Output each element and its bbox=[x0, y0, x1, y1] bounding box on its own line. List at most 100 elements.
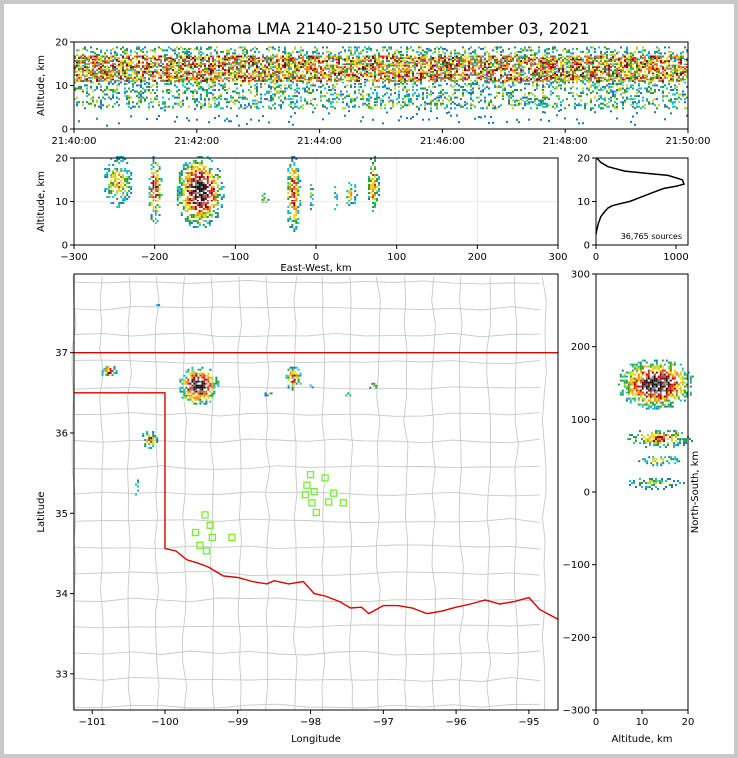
time-height-pixel bbox=[114, 81, 116, 84]
time-height-pixel bbox=[82, 79, 84, 82]
time-height-pixel bbox=[212, 84, 214, 87]
time-height-pixel bbox=[584, 72, 586, 75]
time-height-pixel bbox=[296, 79, 298, 82]
time-height-pixel bbox=[544, 78, 546, 81]
time-height-pixel bbox=[204, 73, 206, 76]
time-height-pixel bbox=[126, 61, 128, 64]
time-height-pixel bbox=[342, 78, 344, 81]
time-height-pixel bbox=[224, 63, 226, 66]
time-height-pixel bbox=[222, 72, 224, 75]
time-height-pixel bbox=[224, 89, 226, 91]
time-height-pixel bbox=[196, 58, 198, 61]
time-height-pixel bbox=[476, 82, 478, 85]
time-height-pixel bbox=[586, 61, 588, 64]
time-height-pixel bbox=[108, 61, 110, 64]
time-height-pixel bbox=[226, 63, 228, 66]
time-height-pixel bbox=[392, 102, 394, 105]
time-height-pixel bbox=[430, 75, 432, 78]
time-height-pixel bbox=[464, 60, 466, 63]
time-height-pixel bbox=[438, 58, 440, 61]
time-height-pixel bbox=[220, 58, 222, 61]
time-height-pixel bbox=[572, 57, 574, 59]
time-height-pixel bbox=[432, 99, 434, 102]
time-height-pixel bbox=[118, 122, 120, 125]
time-height-pixel bbox=[520, 102, 522, 105]
time-height-pixel bbox=[394, 72, 396, 75]
time-height-pixel bbox=[416, 63, 418, 66]
time-height-pixel bbox=[504, 73, 506, 76]
time-height-pixel bbox=[526, 55, 528, 58]
time-height-pixel bbox=[538, 50, 540, 53]
time-height-pixel bbox=[176, 72, 178, 75]
time-height-pixel bbox=[300, 72, 302, 75]
time-height-pixel bbox=[578, 55, 580, 58]
time-height-pixel bbox=[258, 67, 260, 70]
time-height-pixel bbox=[256, 70, 258, 73]
time-height-pixel bbox=[124, 67, 126, 70]
time-height-pixel bbox=[94, 89, 96, 91]
time-height-pixel bbox=[332, 84, 334, 87]
time-height-pixel bbox=[512, 69, 514, 72]
time-height-pixel bbox=[422, 49, 424, 52]
time-height-pixel bbox=[240, 60, 242, 63]
time-height-pixel bbox=[498, 46, 500, 49]
time-height-pixel bbox=[520, 81, 522, 84]
time-height-pixel bbox=[362, 63, 364, 66]
time-height-pixel bbox=[476, 58, 478, 61]
time-height-pixel bbox=[514, 70, 516, 73]
time-height-pixel bbox=[266, 58, 268, 61]
time-height-pixel bbox=[228, 66, 230, 69]
time-height-pixel bbox=[518, 61, 520, 64]
time-height-pixel bbox=[352, 60, 354, 63]
time-height-pixel bbox=[432, 75, 434, 78]
time-height-pixel bbox=[484, 96, 486, 99]
time-height-pixel bbox=[418, 107, 420, 110]
time-height-pixel bbox=[176, 54, 178, 56]
time-height-pixel bbox=[308, 69, 310, 72]
time-height-pixel bbox=[584, 78, 586, 81]
time-height-pixel bbox=[210, 72, 212, 75]
time-height-pixel bbox=[80, 76, 82, 79]
time-height-pixel bbox=[588, 79, 590, 82]
time-height-pixel bbox=[180, 78, 182, 81]
time-height-pixel bbox=[462, 72, 464, 75]
time-height-pixel bbox=[346, 95, 348, 98]
time-height-pixel bbox=[530, 101, 532, 104]
time-height-pixel bbox=[580, 95, 582, 98]
time-height-pixel bbox=[312, 70, 314, 73]
time-height-pixel bbox=[520, 63, 522, 66]
time-height-pixel bbox=[228, 69, 230, 72]
time-height-pixel bbox=[548, 63, 550, 66]
time-height-pixel bbox=[212, 60, 214, 63]
time-height-pixel bbox=[280, 90, 282, 93]
time-height-pixel bbox=[308, 70, 310, 73]
time-height-pixel bbox=[584, 107, 586, 110]
time-height-pixel bbox=[350, 67, 352, 70]
time-height-pixel bbox=[94, 70, 96, 73]
time-height-pixel bbox=[436, 66, 438, 69]
time-height-pixel bbox=[532, 67, 534, 70]
time-height-pixel bbox=[544, 98, 546, 101]
time-height-pixel bbox=[214, 117, 216, 119]
time-height-pixel bbox=[156, 82, 158, 85]
time-height-pixel bbox=[332, 60, 334, 63]
time-height-pixel bbox=[120, 54, 122, 56]
time-height-pixel bbox=[464, 82, 466, 85]
time-height-pixel bbox=[332, 101, 334, 104]
time-height-pixel bbox=[160, 57, 162, 59]
time-height-pixel bbox=[416, 57, 418, 59]
time-height-pixel bbox=[114, 69, 116, 72]
time-height-pixel bbox=[212, 81, 214, 84]
time-height-pixel bbox=[394, 67, 396, 70]
time-height-pixel bbox=[522, 57, 524, 59]
time-height-pixel bbox=[156, 89, 158, 91]
time-height-pixel bbox=[234, 58, 236, 61]
time-height-pixel bbox=[232, 79, 234, 82]
time-height-pixel bbox=[378, 96, 380, 99]
time-height-pixel bbox=[588, 50, 590, 53]
time-height-pixel bbox=[458, 73, 460, 76]
time-height-pixel bbox=[454, 96, 456, 99]
time-height-pixel bbox=[140, 75, 142, 78]
time-height-pixel bbox=[220, 84, 222, 87]
time-height-pixel bbox=[384, 107, 386, 110]
